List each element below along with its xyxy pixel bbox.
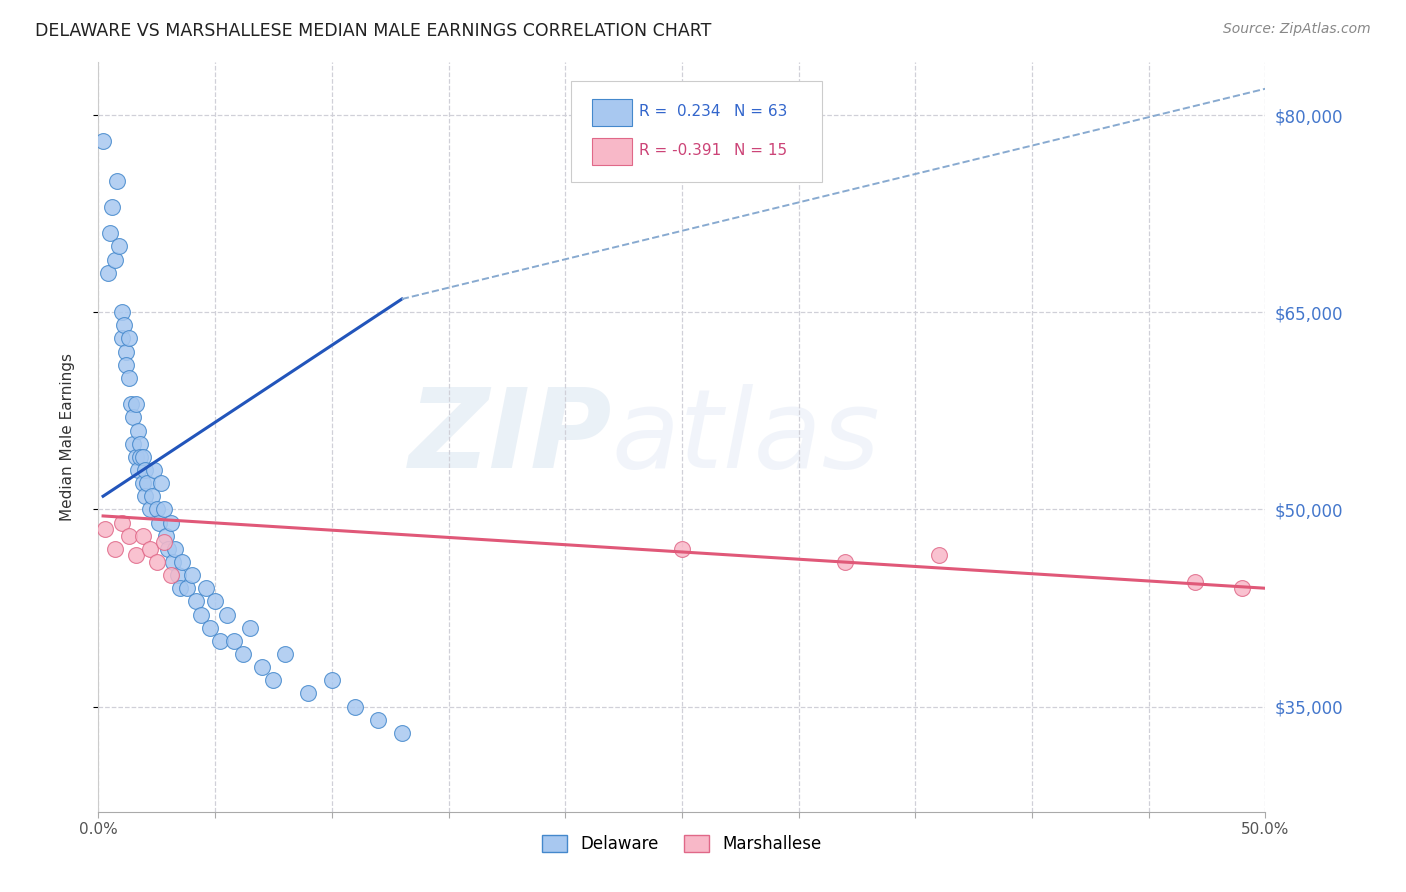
FancyBboxPatch shape: [592, 138, 631, 165]
Point: [172, 555, 194, 569]
Point: [134, 463, 156, 477]
Point: [118, 529, 141, 543]
Point: [200, 621, 222, 635]
Point: [115, 344, 138, 359]
Point: [148, 516, 170, 530]
Point: [98, 227, 121, 241]
Point: [122, 410, 145, 425]
Point: [159, 568, 181, 582]
Point: [152, 502, 174, 516]
Point: [122, 436, 145, 450]
Point: [146, 502, 169, 516]
Point: [262, 673, 284, 688]
Point: [132, 476, 155, 491]
Text: R = -0.391: R = -0.391: [638, 143, 721, 158]
Point: [108, 239, 131, 253]
Point: [127, 424, 149, 438]
Text: N = 15: N = 15: [734, 143, 787, 158]
Point: [150, 476, 173, 491]
Point: [165, 541, 187, 556]
Point: [111, 331, 134, 345]
Point: [105, 174, 128, 188]
Point: [155, 529, 177, 543]
Point: [232, 647, 254, 661]
Text: R =  0.234: R = 0.234: [638, 103, 720, 119]
Text: N = 63: N = 63: [734, 103, 787, 119]
Point: [139, 502, 162, 516]
Point: [250, 660, 273, 674]
Point: [97, 266, 120, 280]
Point: [159, 516, 181, 530]
Point: [146, 555, 169, 569]
Point: [120, 397, 142, 411]
Point: [367, 713, 389, 727]
Text: DELAWARE VS MARSHALLESE MEDIAN MALE EARNINGS CORRELATION CHART: DELAWARE VS MARSHALLESE MEDIAN MALE EARN…: [35, 22, 711, 40]
Point: [297, 686, 319, 700]
Point: [162, 555, 184, 569]
Point: [127, 463, 149, 477]
Point: [190, 607, 212, 622]
Point: [169, 581, 191, 595]
Y-axis label: Median Male Earnings: Median Male Earnings: [60, 353, 75, 521]
Point: [834, 555, 856, 569]
Point: [129, 450, 152, 464]
Point: [186, 594, 208, 608]
Point: [129, 436, 152, 450]
Point: [180, 568, 202, 582]
Point: [928, 549, 950, 563]
Point: [101, 200, 124, 214]
Point: [321, 673, 343, 688]
FancyBboxPatch shape: [571, 81, 823, 182]
Point: [125, 397, 148, 411]
Point: [134, 489, 156, 503]
Point: [104, 541, 127, 556]
Point: [132, 529, 155, 543]
Point: [157, 541, 180, 556]
Point: [139, 541, 162, 556]
Point: [208, 633, 231, 648]
Text: atlas: atlas: [612, 384, 880, 491]
Point: [111, 305, 134, 319]
Point: [125, 450, 148, 464]
Point: [125, 549, 148, 563]
Point: [391, 726, 413, 740]
Point: [94, 522, 117, 536]
Legend: Delaware, Marshallese: Delaware, Marshallese: [536, 828, 828, 860]
Point: [1184, 574, 1206, 589]
Text: Source: ZipAtlas.com: Source: ZipAtlas.com: [1223, 22, 1371, 37]
Point: [239, 621, 262, 635]
Point: [166, 568, 188, 582]
Point: [274, 647, 297, 661]
Point: [204, 594, 226, 608]
Point: [118, 371, 141, 385]
Point: [115, 358, 138, 372]
Point: [104, 252, 127, 267]
Point: [136, 476, 159, 491]
Point: [111, 516, 134, 530]
Text: ZIP: ZIP: [408, 384, 612, 491]
Point: [1230, 581, 1253, 595]
Point: [132, 450, 155, 464]
Point: [194, 581, 217, 595]
Point: [91, 134, 114, 148]
Point: [152, 535, 174, 549]
Point: [141, 489, 163, 503]
Point: [215, 607, 238, 622]
Point: [671, 541, 693, 556]
Point: [222, 633, 245, 648]
Point: [112, 318, 135, 333]
FancyBboxPatch shape: [592, 99, 631, 126]
Point: [118, 331, 141, 345]
Point: [176, 581, 198, 595]
Point: [344, 699, 367, 714]
Point: [143, 463, 166, 477]
